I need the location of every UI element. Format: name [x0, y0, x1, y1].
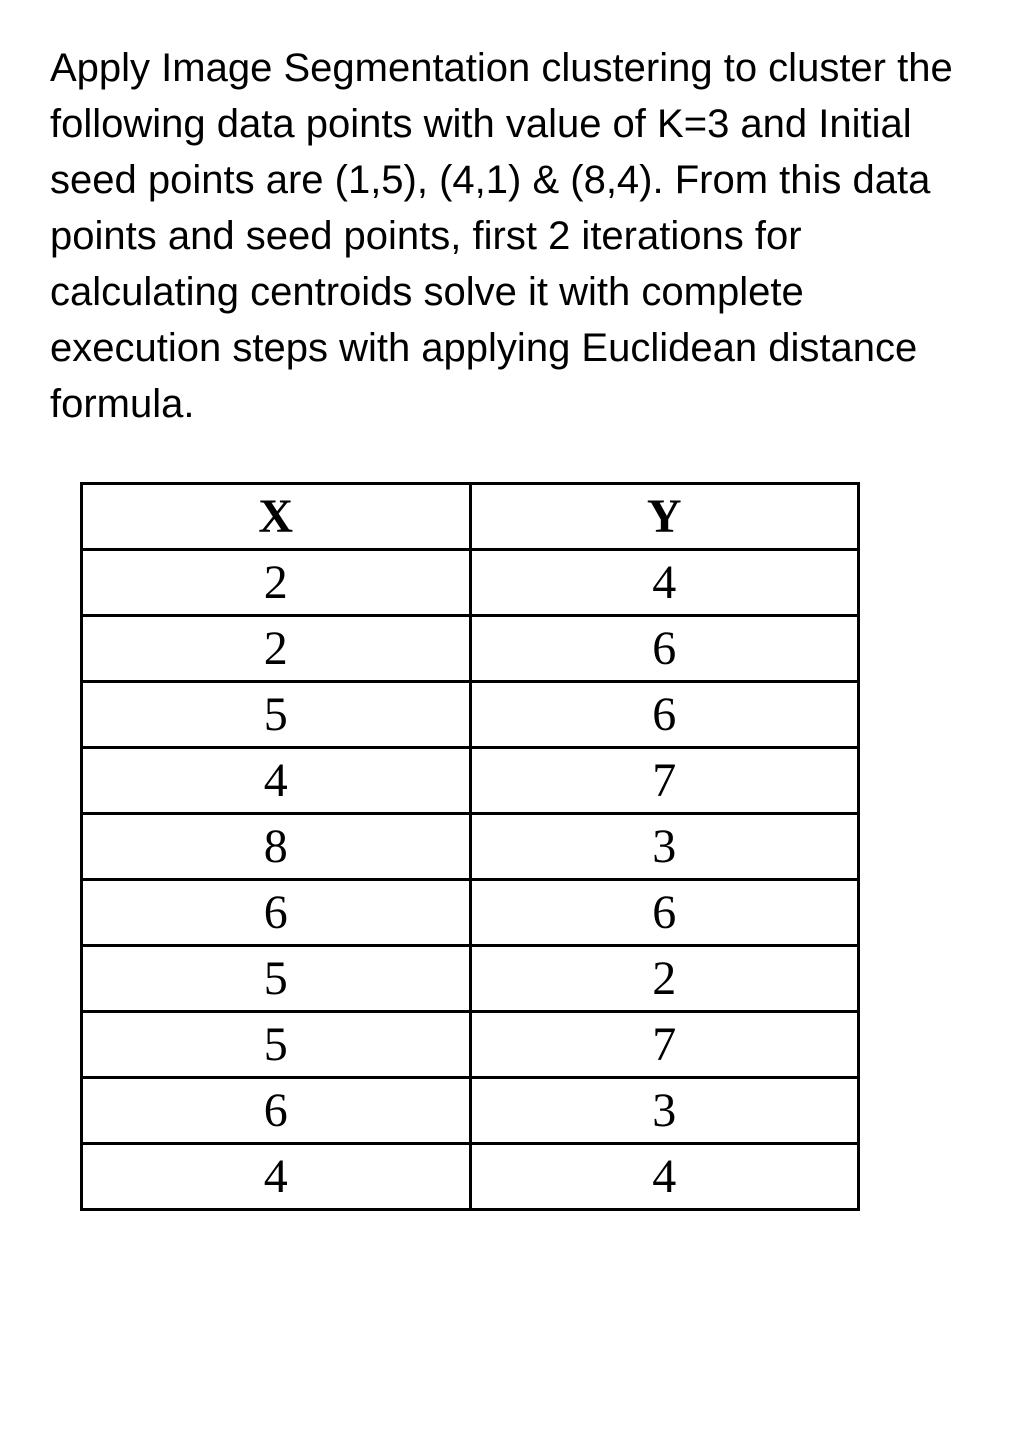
- cell-x: 6: [82, 1078, 471, 1144]
- cell-y: 4: [470, 550, 859, 616]
- cell-y: 4: [470, 1144, 859, 1210]
- table-row: 6 3: [82, 1078, 859, 1144]
- cell-x: 8: [82, 814, 471, 880]
- cell-x: 5: [82, 1012, 471, 1078]
- table-row: 4 7: [82, 748, 859, 814]
- table-body: 2 4 2 6 5 6 4 7 8 3 6 6 5 2 5 7: [82, 550, 859, 1210]
- table-row: 5 6: [82, 682, 859, 748]
- cell-x: 2: [82, 616, 471, 682]
- data-table: X Y 2 4 2 6 5 6 4 7 8 3 6 6 5 2: [80, 482, 860, 1211]
- cell-x: 5: [82, 682, 471, 748]
- cell-y: 6: [470, 880, 859, 946]
- cell-x: 2: [82, 550, 471, 616]
- header-y: Y: [470, 484, 859, 550]
- cell-x: 5: [82, 946, 471, 1012]
- table-row: 6 6: [82, 880, 859, 946]
- cell-y: 2: [470, 946, 859, 1012]
- table-row: 4 4: [82, 1144, 859, 1210]
- cell-y: 3: [470, 1078, 859, 1144]
- cell-x: 4: [82, 1144, 471, 1210]
- table-row: 5 2: [82, 946, 859, 1012]
- header-x: X: [82, 484, 471, 550]
- cell-y: 6: [470, 682, 859, 748]
- table-row: 5 7: [82, 1012, 859, 1078]
- table-header-row: X Y: [82, 484, 859, 550]
- question-text: Apply Image Segmentation clustering to c…: [50, 40, 984, 432]
- cell-x: 4: [82, 748, 471, 814]
- cell-y: 7: [470, 748, 859, 814]
- cell-y: 6: [470, 616, 859, 682]
- table-row: 2 4: [82, 550, 859, 616]
- cell-y: 3: [470, 814, 859, 880]
- cell-x: 6: [82, 880, 471, 946]
- table-row: 8 3: [82, 814, 859, 880]
- cell-y: 7: [470, 1012, 859, 1078]
- table-row: 2 6: [82, 616, 859, 682]
